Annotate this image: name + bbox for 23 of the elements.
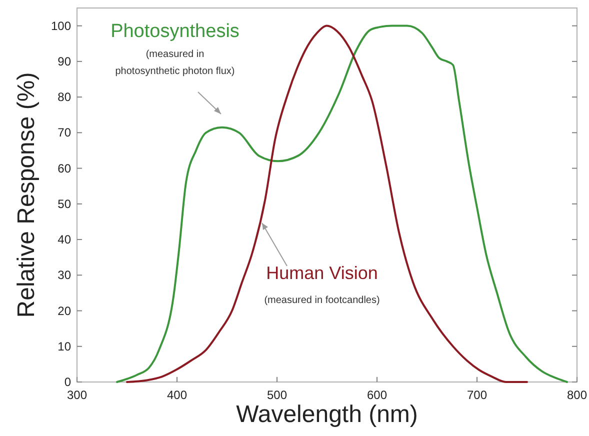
y-tick-label: 60: [58, 161, 72, 176]
annotation: (measured in footcandles): [264, 295, 380, 306]
y-tick-label: 80: [58, 90, 72, 104]
y-tick-label: 0: [64, 375, 72, 389]
y-axis-title: Relative Response (%): [13, 72, 40, 318]
x-tick-label: 700: [466, 388, 488, 402]
x-axis-title: Wavelength (nm): [236, 401, 418, 428]
y-tick-label: 30: [58, 268, 72, 282]
x-tick-label: 500: [266, 388, 288, 402]
y-tick-label: 70: [58, 126, 72, 140]
y-tick-label: 10: [58, 339, 72, 354]
series-label: Human Vision: [266, 263, 378, 283]
y-tick-label: 20: [58, 304, 72, 318]
x-tick-label: 800: [566, 388, 588, 402]
y-tick-label: 90: [58, 54, 72, 68]
text: Photosynthesis: [110, 21, 240, 42]
x-tick-label: 400: [166, 388, 188, 402]
x-tick-label: 600: [366, 388, 388, 402]
y-tick-label: 40: [58, 232, 72, 247]
y-tick-label: 50: [58, 196, 72, 211]
y-tick-label: 100: [50, 18, 72, 33]
annotation: (measured in photosynthetic photon flux): [115, 49, 235, 77]
x-tick-label: 300: [66, 388, 88, 402]
